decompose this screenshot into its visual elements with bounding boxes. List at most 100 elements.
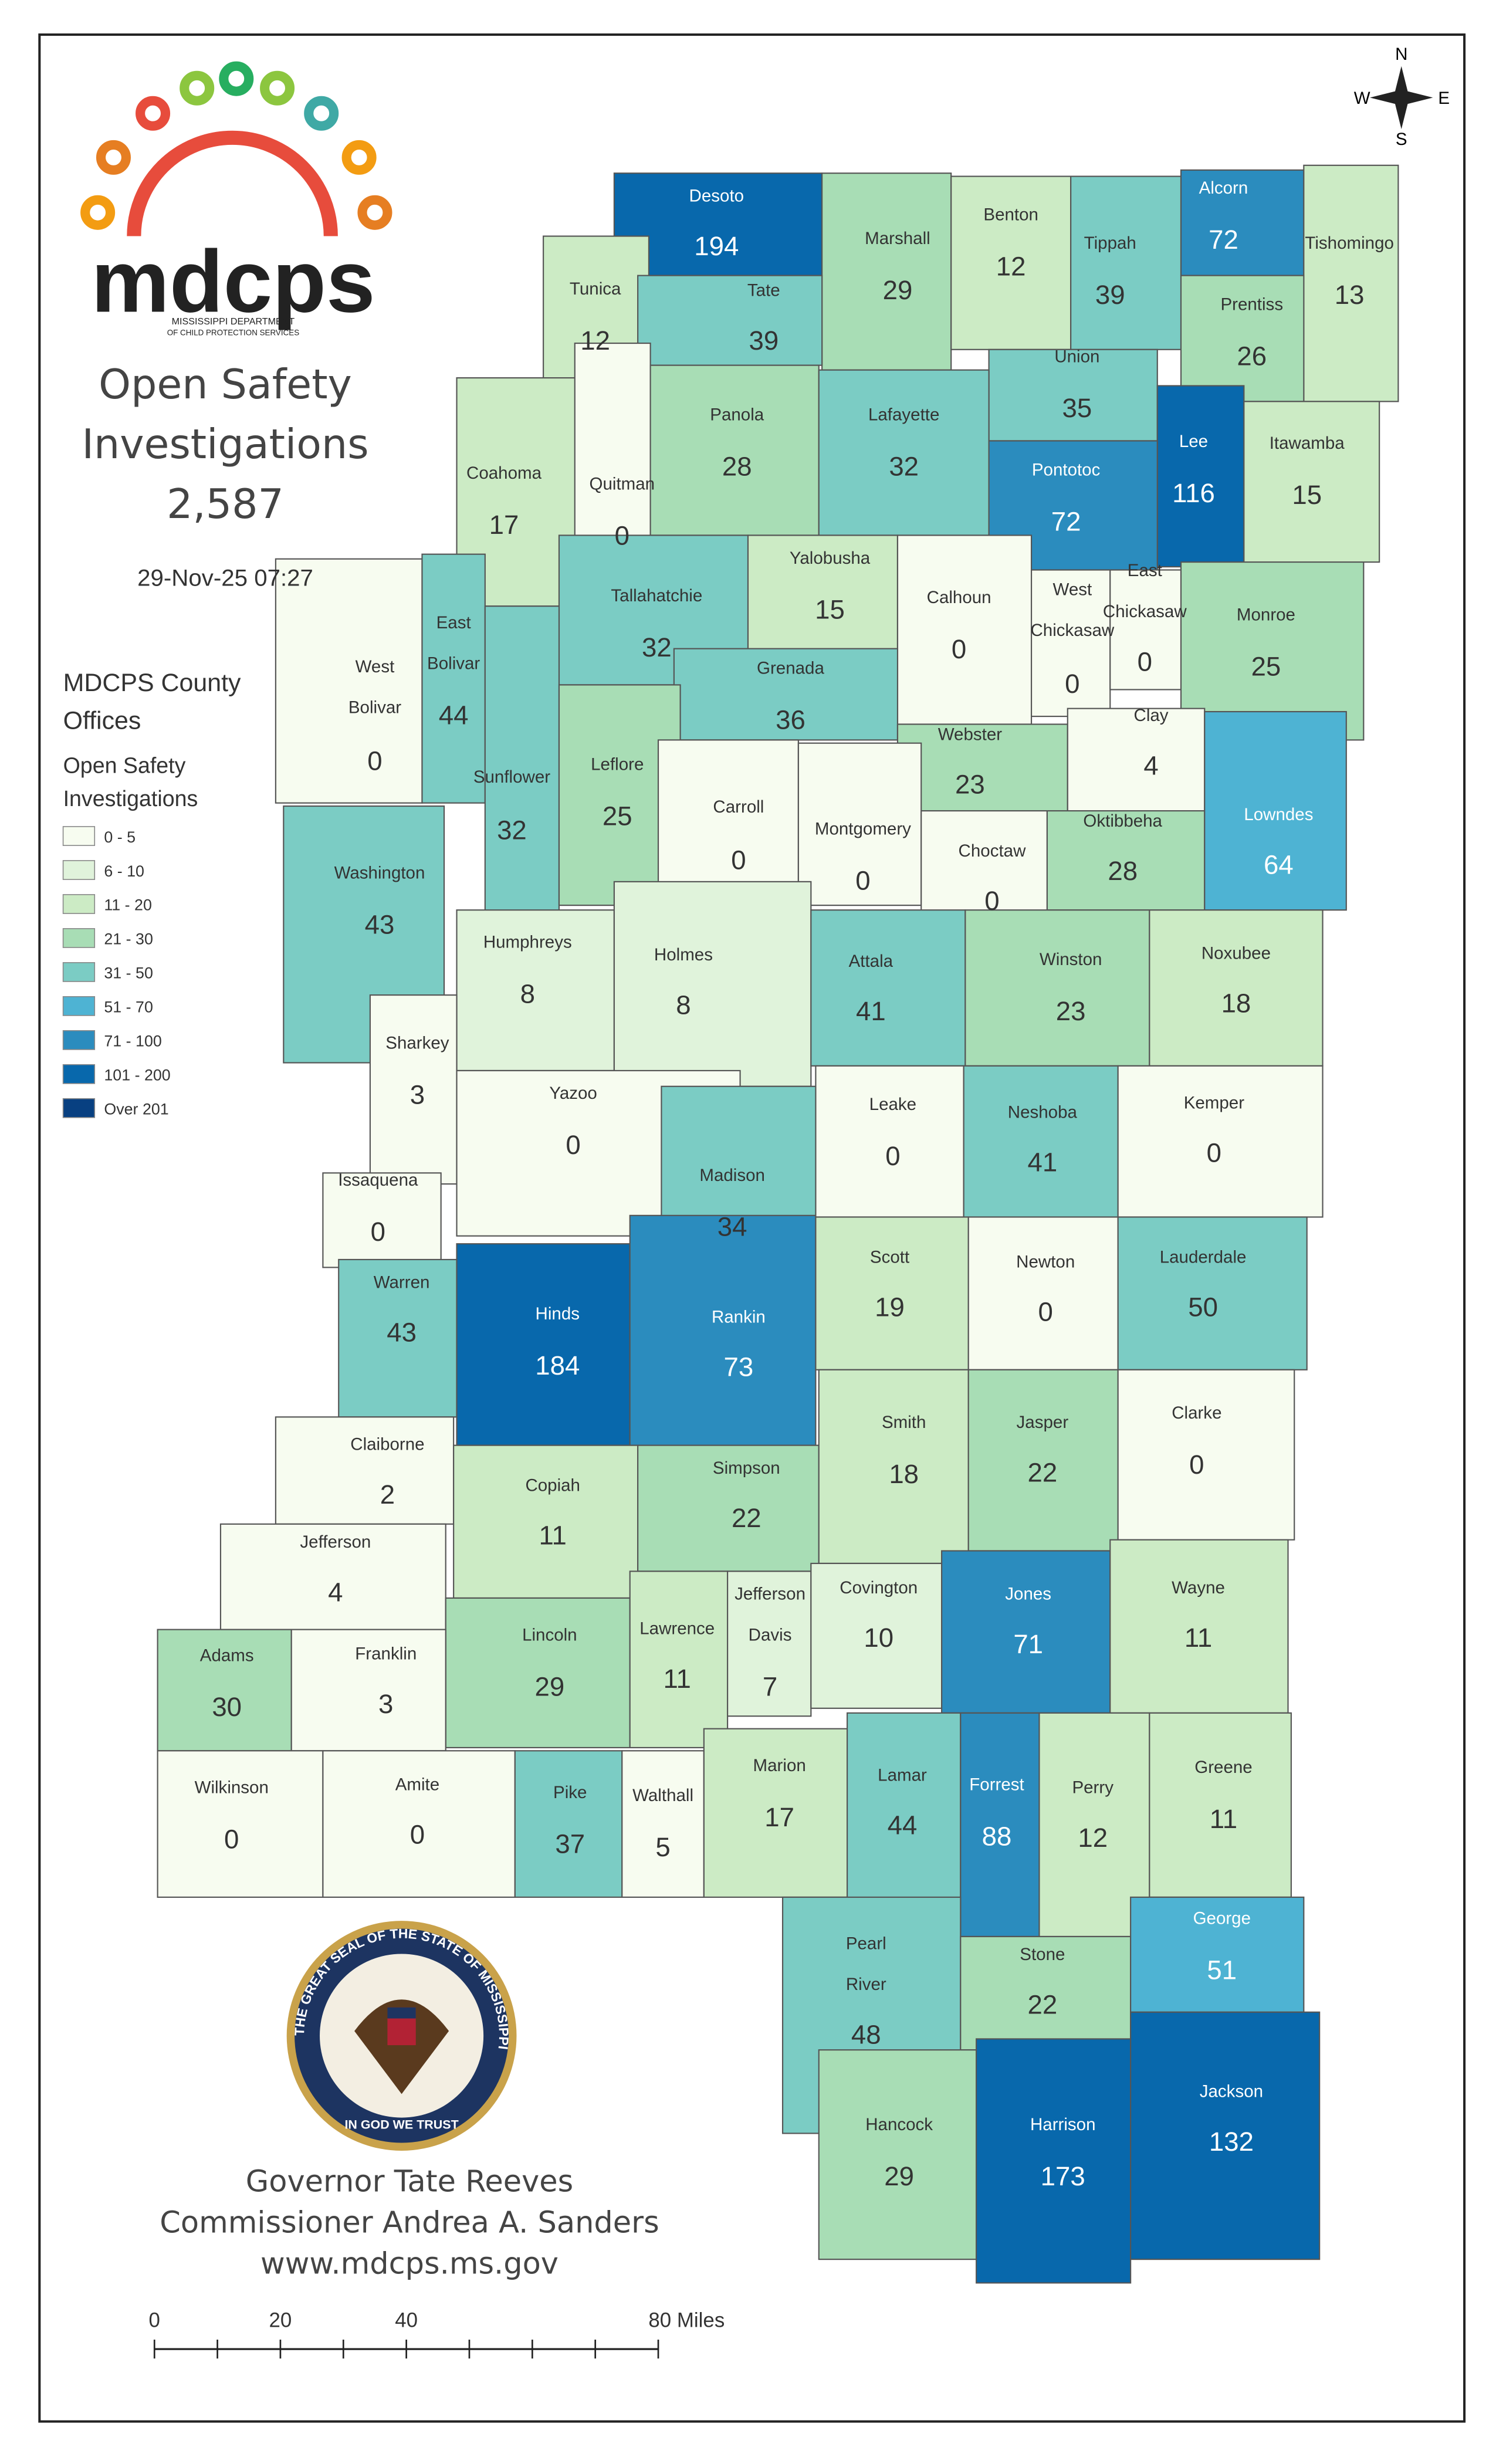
county [1117,1065,1324,1218]
county-name: Chickasaw [1103,602,1187,621]
county [1130,2011,1321,2260]
county-count: 43 [387,1318,417,1348]
county-name: Benton [983,205,1038,225]
legend-label: 6 - 10 [104,862,144,880]
county-name: Carroll [713,797,764,817]
county-count: 36 [776,705,805,735]
county-count: 29 [883,275,913,305]
county [453,1444,639,1599]
county [613,881,812,1087]
compass-label: S [1396,130,1407,149]
county [1149,1712,1292,1898]
county [673,648,899,741]
scale-bar: 0 20 40 80 Miles [149,2309,725,2359]
county-name: Holmes [654,945,713,964]
county [847,1712,962,1906]
county [1130,1896,1305,2013]
scale-label: 0 [149,2309,160,2332]
county-name: Jones [1005,1585,1051,1604]
county-name: Stone [1020,1945,1065,1964]
county-name: Perry [1072,1778,1113,1798]
county-count: 0 [367,746,382,776]
county-count: 48 [851,2019,881,2049]
county [629,1214,817,1446]
county [703,1728,848,1898]
county [963,1065,1119,1218]
county-count: 0 [1138,647,1152,676]
county-count: 0 [885,1141,900,1171]
county-labels: Desoto194Tunica12Marshall29Benton12Tippa… [195,178,1394,2191]
timestamp: 29-Nov-25 07:27 [137,564,313,591]
legend-swatch [62,962,96,982]
county [275,1416,455,1525]
county-count: 39 [1095,280,1125,310]
county-count: 28 [722,451,752,481]
county-name: Pearl [846,1934,886,1953]
compass-label: W [1354,89,1370,108]
county-name: East [436,613,471,632]
county-count: 132 [1209,2127,1254,2157]
county-count: 35 [1062,393,1092,423]
county-count: 72 [1209,225,1238,255]
county-name: Hinds [536,1304,580,1324]
legend-label: Over 201 [104,1101,168,1118]
county-count: 37 [555,1829,585,1859]
county-count: 0 [1189,1450,1204,1480]
county-count: 25 [1251,651,1281,681]
county-name: Oktibbeha [1083,811,1162,831]
county-name: Leflore [591,754,644,774]
county-count: 32 [642,632,672,662]
legend-label: 11 - 20 [104,896,152,914]
county-count: 194 [694,231,739,261]
legend-swatch [62,928,96,948]
county [456,909,615,1071]
county-name: Pike [553,1783,587,1802]
county-count: 50 [1188,1292,1218,1322]
county [629,1571,729,1748]
county-count: 29 [534,1671,564,1701]
county-name: Marion [753,1756,806,1775]
county-count: 18 [889,1459,919,1489]
county-count: 18 [1221,989,1251,1018]
county-shapes [157,164,1399,2284]
county-count: 0 [566,1130,580,1160]
county-count: 8 [676,990,691,1020]
county [445,1597,631,1748]
county-name: Jefferson [735,1585,805,1604]
county [747,534,899,662]
county-count: 22 [1027,1989,1057,2019]
county [649,364,820,536]
county [818,369,990,536]
county-name: Simpson [713,1458,780,1478]
legend-swatch [62,894,96,914]
county-name: Lincoln [522,1625,577,1644]
scale-label: 80 Miles [648,2309,725,2332]
county-name: Grenada [757,659,824,678]
compass-label: N [1395,45,1407,64]
county-count: 0 [984,886,999,916]
county-name: Madison [699,1166,765,1185]
legend-label: 0 - 5 [104,828,136,846]
county-name: Sharkey [385,1033,449,1052]
legend-label: 21 - 30 [104,930,153,948]
legend-swatch [62,1030,96,1050]
county [621,1750,705,1898]
county-name: Kemper [1184,1093,1245,1112]
county-name: East [1128,561,1162,580]
county [290,1629,446,1752]
county-name: Leake [869,1095,916,1114]
county [810,909,966,1067]
county [818,1369,969,1564]
county-count: 22 [732,1503,761,1533]
county-name: Lawrence [639,1619,715,1639]
county-name: Tallahatchie [611,586,702,605]
county [1180,275,1305,402]
footer-line: Commissioner Andrea A. Sanders [160,2205,659,2240]
county-name: Lamar [878,1765,927,1785]
county [821,172,952,371]
county [657,739,799,906]
county-count: 4 [1143,750,1158,780]
county-name: Yalobusha [790,549,871,568]
county-name: Sunflower [473,767,550,787]
county-name: Coahoma [466,463,542,483]
